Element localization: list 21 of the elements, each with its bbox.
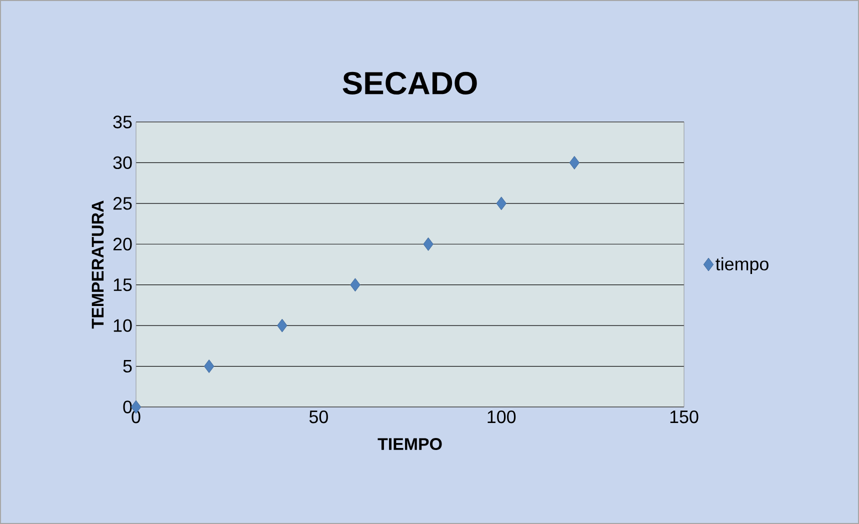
point [423,237,434,251]
y-axis-title: TEMPERATURA [92,200,104,329]
point [569,156,580,170]
y-tick-label: 10 [114,319,132,332]
y-tick-label: 20 [113,238,132,250]
legend-label: tiempo [716,257,768,274]
point [277,318,288,332]
x-tick-label: 50 [309,410,328,424]
x-tick-label: 100 [488,410,516,424]
y-tick-label: 0 [123,400,132,414]
y-tick-label: 30 [113,156,132,170]
y-tick-label: 25 [113,197,132,210]
x-axis-title: TIEMPO [378,438,442,450]
y-tick-label: 35 [113,116,132,128]
point [204,360,214,374]
point [350,278,360,292]
point [496,196,506,210]
x-tick-label: 150 [670,410,698,424]
chart-title: SECADO [342,72,477,94]
y-tick-label: 5 [123,360,132,373]
y-tick-label: 15 [114,278,132,292]
